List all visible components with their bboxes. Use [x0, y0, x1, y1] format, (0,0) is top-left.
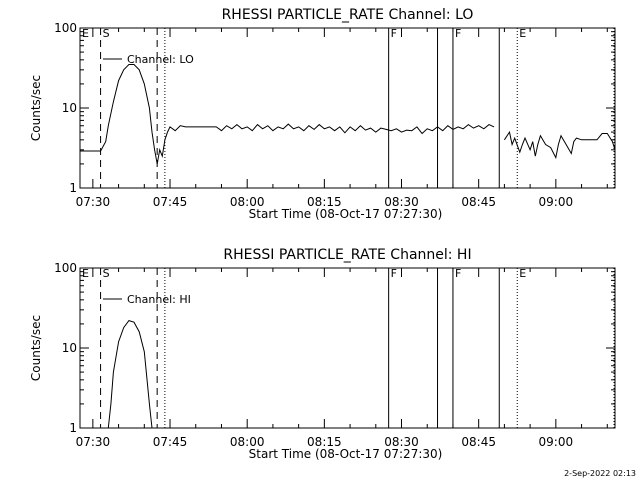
- y-tick-label: 1: [69, 421, 77, 435]
- x-tick-label: 08:45: [461, 435, 496, 449]
- x-tick-label: 08:45: [461, 195, 496, 209]
- plot-frame: [79, 267, 616, 429]
- legend-label: Channel: LO: [127, 53, 194, 66]
- data-series-line: [80, 64, 495, 164]
- legend-label: Channel: HI: [127, 293, 191, 306]
- x-tick-label: 07:30: [76, 195, 111, 209]
- x-axis-label: Start Time (08-Oct-17 07:27:30): [249, 447, 443, 461]
- data-series-line: [503, 130, 616, 160]
- hi-channel-panel: RHESSI PARTICLE_RATE Channel: HI 1 10 100 07…: [29, 247, 616, 461]
- y-tick-label: 100: [54, 21, 77, 35]
- chart-title: RHESSI PARTICLE_RATE Channel: HI: [223, 247, 471, 263]
- event-marker-label: S: [103, 27, 110, 40]
- y-tick-label: 1: [69, 181, 77, 195]
- data-series-line: [107, 320, 153, 429]
- lo-channel-panel: RHESSI PARTICLE_RATE Channel: LO 1 10 100 07…: [29, 7, 616, 221]
- x-tick-label: 08:00: [230, 435, 265, 449]
- event-marker-label: F: [391, 27, 397, 40]
- chart-title: RHESSI PARTICLE_RATE Channel: LO: [222, 7, 474, 23]
- event-marker-label: E: [82, 267, 89, 280]
- event-marker-label: S: [103, 267, 110, 280]
- event-marker-label: E: [519, 267, 526, 280]
- y-tick-label: 10: [62, 341, 77, 355]
- y-axis-label: Counts/sec: [29, 315, 43, 381]
- x-tick-label: 08:15: [307, 195, 342, 209]
- x-tick-label: 07:45: [153, 195, 188, 209]
- event-marker-label: E: [519, 27, 526, 40]
- event-marker-label: F: [455, 267, 461, 280]
- event-marker-label: F: [391, 267, 397, 280]
- x-tick-label: 08:15: [307, 435, 342, 449]
- y-axis-label: Counts/sec: [29, 75, 43, 141]
- x-tick-label: 09:00: [539, 435, 574, 449]
- x-tick-label: 07:45: [153, 435, 188, 449]
- x-tick-label: 09:00: [539, 195, 574, 209]
- y-tick-label: 100: [54, 261, 77, 275]
- x-tick-label: 07:30: [76, 435, 111, 449]
- x-tick-label: 08:00: [230, 195, 265, 209]
- x-tick-label: 08:30: [384, 195, 419, 209]
- event-marker-label: F: [455, 27, 461, 40]
- x-axis-label: Start Time (08-Oct-17 07:27:30): [249, 207, 443, 221]
- x-tick-label: 08:30: [384, 435, 419, 449]
- y-tick-label: 10: [62, 101, 77, 115]
- plot-frame: [79, 27, 616, 189]
- event-marker-label: E: [82, 27, 89, 40]
- plot-timestamp: 2-Sep-2022 02:13: [564, 469, 636, 478]
